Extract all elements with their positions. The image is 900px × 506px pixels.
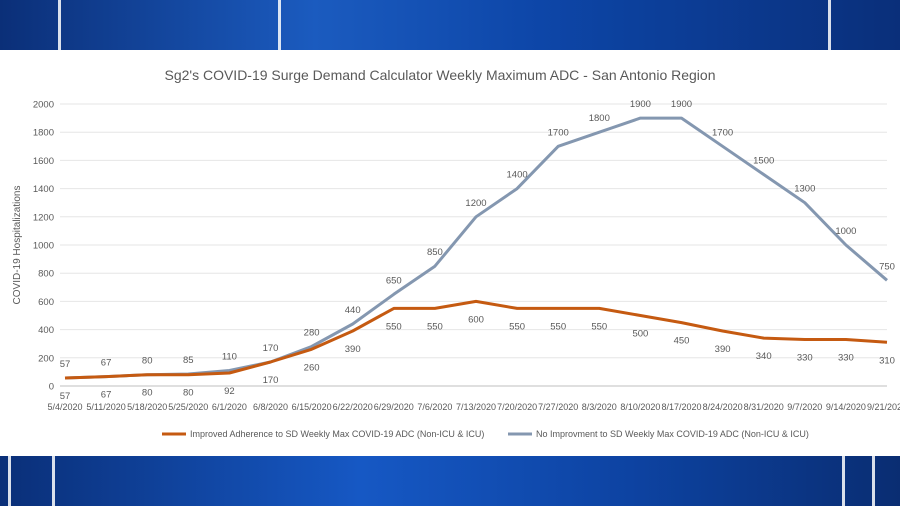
x-tick-label: 6/22/2020 bbox=[333, 402, 373, 412]
y-tick-labels: 0 200 400 600 800 1000 1200 1400 1600 1800 2000 bbox=[33, 100, 54, 393]
y-tick-label: 600 bbox=[38, 297, 54, 308]
data-label-improved: 92 bbox=[224, 386, 235, 397]
x-tick-label: 8/31/2020 bbox=[744, 402, 784, 412]
data-label-improved: 67 bbox=[101, 390, 112, 401]
data-label-improved: 550 bbox=[509, 321, 525, 332]
data-label-no-improvement: 850 bbox=[427, 247, 443, 258]
data-label-no-improvement: 170 bbox=[263, 343, 279, 354]
data-label-improved: 450 bbox=[674, 336, 690, 347]
data-label-no-improvement: 440 bbox=[345, 305, 361, 316]
data-label-improved: 550 bbox=[427, 321, 443, 332]
decorative-stripe bbox=[278, 0, 281, 52]
legend-label-no-improvement: No Improvment to SD Weekly Max COVID-19 … bbox=[536, 429, 809, 439]
y-tick-label: 1800 bbox=[33, 128, 54, 139]
y-tick-label: 0 bbox=[49, 382, 54, 393]
x-tick-label: 6/1/2020 bbox=[212, 402, 247, 412]
y-axis-label: COVID-19 Hospitalizations bbox=[12, 186, 23, 305]
data-label-no-improvement: 650 bbox=[386, 275, 402, 286]
data-label-improved: 57 bbox=[60, 391, 71, 402]
data-label-no-improvement: 85 bbox=[183, 355, 194, 366]
data-label-no-improvement: 1900 bbox=[630, 99, 651, 110]
x-tick-label: 9/14/2020 bbox=[826, 402, 866, 412]
data-label-improved: 170 bbox=[263, 375, 279, 386]
x-tick-label: 8/10/2020 bbox=[620, 402, 660, 412]
data-label-improved: 260 bbox=[304, 362, 320, 373]
y-tick-label: 1000 bbox=[33, 241, 54, 252]
x-tick-label: 7/6/2020 bbox=[417, 402, 452, 412]
decorative-stripe bbox=[872, 456, 875, 506]
chart-title: Sg2's COVID-19 Surge Demand Calculator W… bbox=[165, 67, 716, 83]
x-tick-label: 5/18/2020 bbox=[127, 402, 167, 412]
chart-panel bbox=[0, 50, 900, 456]
x-tick-label: 5/4/2020 bbox=[47, 402, 82, 412]
decorative-stripe bbox=[842, 456, 845, 506]
x-tick-label: 8/24/2020 bbox=[703, 402, 743, 412]
gridlines bbox=[60, 103, 887, 387]
data-label-improved: 330 bbox=[797, 352, 813, 363]
data-label-improved: 330 bbox=[838, 352, 854, 363]
data-label-improved: 550 bbox=[550, 321, 566, 332]
data-label-no-improvement: 1800 bbox=[589, 113, 610, 124]
legend: Improved Adherence to SD Weekly Max COVI… bbox=[162, 429, 809, 439]
data-label-no-improvement: 1200 bbox=[465, 198, 486, 209]
x-tick-label: 7/27/2020 bbox=[538, 402, 578, 412]
y-tick-label: 2000 bbox=[33, 100, 54, 111]
data-label-improved: 310 bbox=[879, 355, 895, 366]
data-label-no-improvement: 1700 bbox=[548, 127, 569, 138]
decorative-stripe bbox=[52, 456, 55, 506]
x-tick-label: 8/3/2020 bbox=[582, 402, 617, 412]
data-label-no-improvement: 1400 bbox=[507, 170, 528, 181]
x-tick-label: 5/25/2020 bbox=[168, 402, 208, 412]
legend-label-improved: Improved Adherence to SD Weekly Max COVI… bbox=[190, 429, 484, 439]
y-tick-label: 400 bbox=[38, 325, 54, 336]
data-label-improved: 390 bbox=[345, 344, 361, 355]
data-label-no-improvement: 110 bbox=[222, 351, 237, 362]
x-tick-label: 9/7/2020 bbox=[787, 402, 822, 412]
decorative-stripe bbox=[58, 0, 61, 52]
data-label-improved: 500 bbox=[632, 329, 648, 340]
decorative-stripe bbox=[8, 456, 11, 506]
data-label-no-improvement: 67 bbox=[101, 358, 112, 369]
x-tick-label: 5/11/2020 bbox=[86, 402, 125, 412]
y-tick-label: 1400 bbox=[33, 184, 54, 195]
x-tick-label: 9/21/2020 bbox=[867, 402, 900, 412]
data-label-improved: 600 bbox=[468, 314, 484, 325]
data-label-no-improvement: 1300 bbox=[794, 184, 815, 195]
data-label-improved: 80 bbox=[183, 388, 194, 399]
data-label-no-improvement: 1000 bbox=[835, 226, 856, 237]
y-tick-label: 1600 bbox=[33, 156, 54, 167]
data-label-improved: 340 bbox=[756, 351, 772, 362]
data-label-no-improvement: 1700 bbox=[712, 127, 733, 138]
x-tick-label: 6/29/2020 bbox=[374, 402, 414, 412]
decorative-stripe bbox=[828, 0, 831, 52]
x-tick-label: 8/17/2020 bbox=[661, 402, 701, 412]
series-lines bbox=[64, 116, 888, 380]
data-label-improved: 390 bbox=[715, 344, 731, 355]
x-tick-label: 6/8/2020 bbox=[253, 402, 288, 412]
x-tick-labels: 5/4/2020 5/11/2020 5/18/2020 5/25/2020 6/1/2… bbox=[47, 402, 900, 412]
y-tick-label: 200 bbox=[38, 353, 54, 364]
broadcast-bottom-band bbox=[0, 455, 900, 506]
data-label-no-improvement: 1500 bbox=[753, 156, 774, 167]
x-tick-label: 7/13/2020 bbox=[456, 402, 496, 412]
x-tick-label: 7/20/2020 bbox=[497, 402, 537, 412]
data-labels: 57 67 80 85 110 170 280 440 650 850 1200 1400 1700 18… bbox=[60, 99, 895, 402]
data-label-improved: 550 bbox=[386, 321, 402, 332]
line-chart: Sg2's COVID-19 Surge Demand Calculator W… bbox=[12, 67, 900, 439]
y-tick-label: 800 bbox=[38, 269, 54, 280]
x-tick-label: 6/15/2020 bbox=[292, 402, 332, 412]
data-label-improved: 80 bbox=[142, 388, 153, 399]
data-label-improved: 550 bbox=[591, 321, 607, 332]
data-label-no-improvement: 80 bbox=[142, 356, 153, 367]
data-label-no-improvement: 750 bbox=[879, 261, 895, 272]
y-tick-label: 1200 bbox=[33, 212, 54, 223]
data-label-no-improvement: 57 bbox=[60, 359, 71, 370]
broadcast-top-band bbox=[0, 0, 900, 52]
series-line-improved bbox=[64, 299, 888, 380]
data-label-no-improvement: 1900 bbox=[671, 99, 692, 110]
data-label-no-improvement: 280 bbox=[304, 328, 320, 339]
